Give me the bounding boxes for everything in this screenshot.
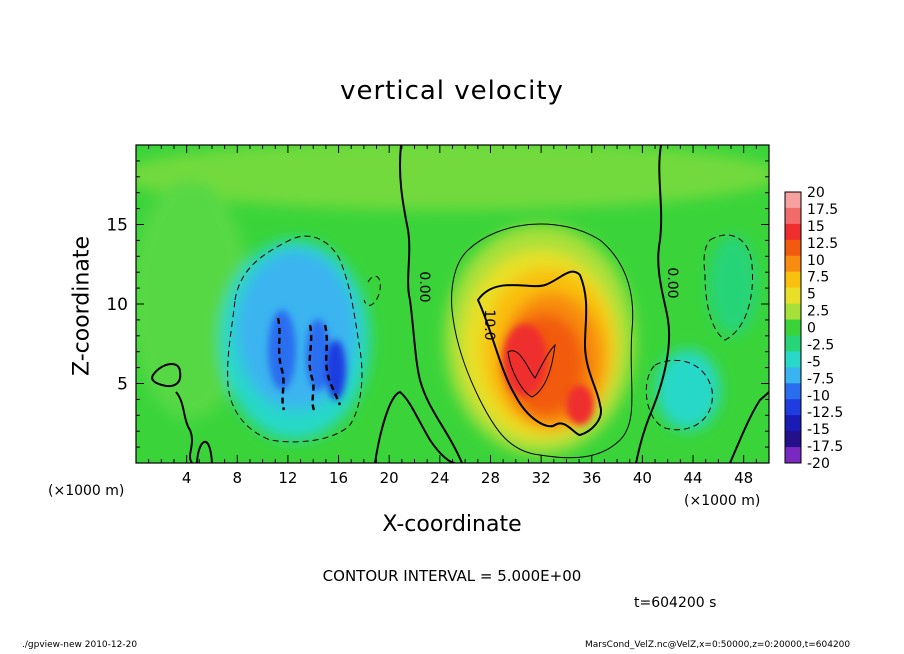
colorbar-label: 12.5 bbox=[807, 236, 838, 252]
colorbar-swatch bbox=[785, 223, 801, 241]
downdraft-blue-1 bbox=[268, 310, 296, 390]
contour-label-group: 0.00 10.0 0.00 bbox=[416, 267, 680, 340]
contour-ten bbox=[476, 270, 602, 437]
chart-title: vertical velocity bbox=[340, 76, 564, 106]
contour-zero-left-blob bbox=[151, 363, 182, 388]
colorbar-label: -15 bbox=[807, 422, 830, 438]
colorbar-label: 15 bbox=[807, 219, 825, 235]
colorbar-swatch bbox=[785, 192, 801, 209]
contour-label-ten: 10.0 bbox=[481, 309, 497, 340]
x-tick-label: 4 bbox=[182, 469, 192, 487]
dashed-contour-left-strong-2 bbox=[308, 324, 316, 411]
updraft-red-lower bbox=[566, 385, 594, 425]
colorbar-swatch bbox=[785, 367, 801, 384]
contour-interval-label: CONTOUR INTERVAL = 5.000E+00 bbox=[322, 567, 582, 585]
contour-zero-bottom-2 bbox=[374, 390, 456, 463]
colorbar-swatch bbox=[785, 255, 801, 273]
contour-zero-left bbox=[399, 145, 463, 463]
x-unit-label-left: (×1000 m) bbox=[48, 483, 125, 499]
contour-zero-left-edge bbox=[175, 391, 193, 463]
heatmap-field bbox=[136, 145, 769, 463]
colorbar-label: 5 bbox=[807, 287, 816, 303]
colorbar-label: 0 bbox=[807, 321, 816, 337]
y-axis-label: Z-coordinate bbox=[69, 236, 95, 376]
colorbar-label: 17.5 bbox=[807, 202, 838, 218]
x-tick-label: 8 bbox=[233, 469, 243, 487]
x-tick-label: 24 bbox=[430, 469, 449, 487]
contour-fifteen bbox=[507, 343, 556, 398]
colorbar-swatch bbox=[785, 287, 801, 305]
x-tick-label: 32 bbox=[532, 469, 551, 487]
y-tick-label: 5 bbox=[117, 375, 128, 395]
dashed-contour-right-upper bbox=[703, 234, 754, 341]
updraft-red-core bbox=[503, 324, 547, 396]
y-tick-label: 15 bbox=[106, 216, 128, 236]
colorbar-label: -17.5 bbox=[807, 439, 843, 455]
colorbar-swatch bbox=[785, 319, 801, 336]
colorbar-swatch bbox=[785, 207, 801, 225]
downdraft-right-upper bbox=[708, 235, 758, 335]
x-unit-label-right: (×1000 m) bbox=[684, 493, 761, 509]
colorbar: 2017.51512.5107.552.50-2.5-5-7.5-10-12.5… bbox=[784, 185, 843, 472]
x-tick-label: 48 bbox=[734, 469, 753, 487]
colorbar-swatch bbox=[785, 399, 801, 416]
colorbar-frame bbox=[784, 191, 802, 464]
x-tick-label: 40 bbox=[633, 469, 652, 487]
colorbar-swatch bbox=[785, 447, 801, 464]
contour-five bbox=[451, 223, 634, 459]
x-tick-label: 28 bbox=[481, 469, 500, 487]
colorbar-swatch bbox=[785, 415, 801, 432]
dashed-contours bbox=[227, 234, 754, 443]
footer-left: ./gpview-new 2010-12-20 bbox=[22, 640, 138, 650]
colorbar-label: -5 bbox=[807, 354, 821, 370]
contour-zero-right bbox=[635, 145, 671, 463]
colorbar-label: 7.5 bbox=[807, 270, 829, 286]
colorbar-swatch bbox=[785, 335, 801, 352]
contour-label-zero-right: 0.00 bbox=[664, 267, 680, 298]
colorbar-swatch bbox=[785, 431, 801, 448]
background-upper-band bbox=[136, 145, 769, 210]
downdraft-right-lower bbox=[656, 350, 720, 430]
contour-lines bbox=[151, 145, 769, 463]
downdraft-blue-3 bbox=[326, 340, 346, 400]
colorbar-label: -12.5 bbox=[807, 405, 843, 421]
background-left-band bbox=[136, 180, 250, 420]
colorbar-swatch bbox=[785, 351, 801, 368]
x-tick-label: 44 bbox=[683, 469, 702, 487]
colorbar-label: 10 bbox=[807, 253, 825, 269]
footer-right: MarsCond_VelZ.nc@VelZ,x=0:50000,z=0:2000… bbox=[585, 640, 851, 650]
x-tick-label: 12 bbox=[278, 469, 297, 487]
contour-label-zero-left: 0.00 bbox=[416, 271, 432, 302]
x-axis-label: X-coordinate bbox=[382, 512, 522, 537]
y-tick-label: 10 bbox=[106, 295, 128, 315]
colorbar-swatch bbox=[785, 383, 801, 400]
colorbar-swatch bbox=[785, 239, 801, 257]
dashed-contour-mid bbox=[363, 275, 381, 306]
x-tick-label: 36 bbox=[582, 469, 601, 487]
dashed-contour-left bbox=[227, 235, 363, 443]
colorbar-label: -20 bbox=[807, 456, 830, 472]
colorbar-swatch bbox=[785, 303, 801, 321]
contour-zero-bottom-1 bbox=[196, 440, 213, 463]
dashed-contour-left-strong-1 bbox=[276, 317, 286, 411]
dashed-contour-right-lower bbox=[645, 359, 713, 431]
axis-ticks bbox=[136, 145, 769, 463]
contour-zero-right-edge bbox=[729, 391, 769, 463]
time-label: t=604200 s bbox=[634, 595, 717, 611]
colorbar-label: 20 bbox=[807, 185, 825, 201]
colorbar-swatch bbox=[785, 271, 801, 289]
colorbar-label: -10 bbox=[807, 388, 830, 404]
x-tick-label: 20 bbox=[380, 469, 399, 487]
x-tick-label: 16 bbox=[329, 469, 348, 487]
colorbar-label: -2.5 bbox=[807, 337, 834, 353]
colorbar-label: 2.5 bbox=[807, 304, 829, 320]
colorbar-label: -7.5 bbox=[807, 371, 834, 387]
